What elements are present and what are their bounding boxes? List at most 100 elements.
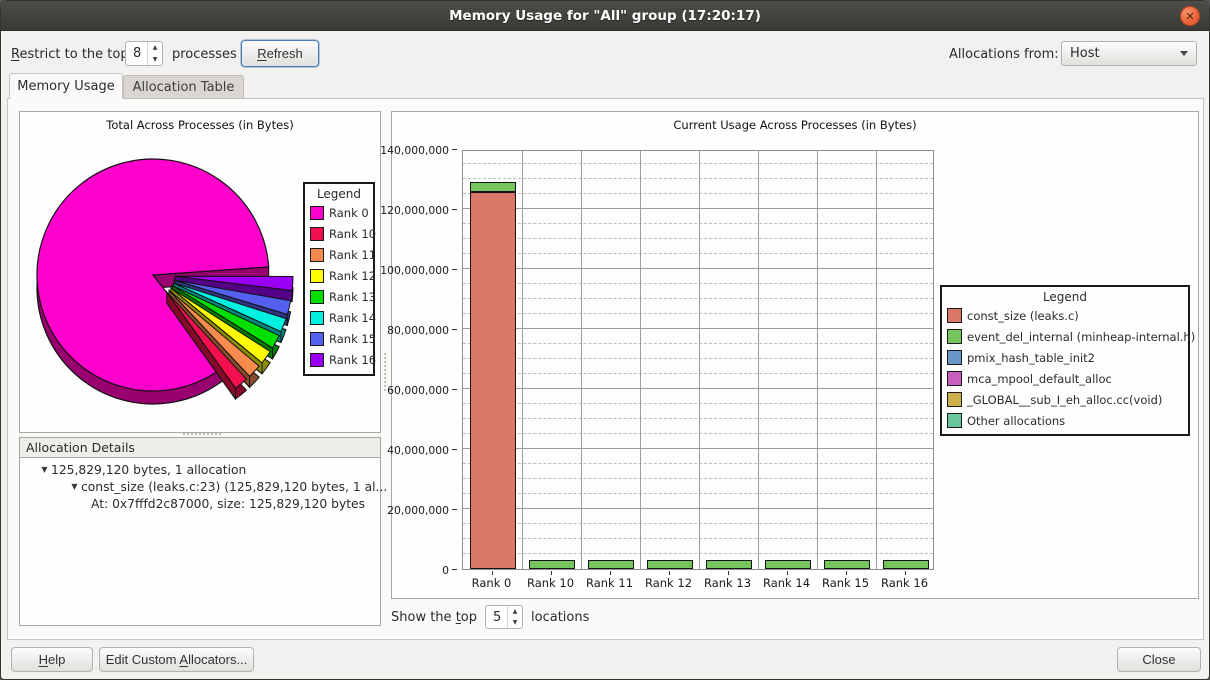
vertical-splitter-handle[interactable] [384,353,386,391]
bar-segment [883,560,929,569]
titlebar[interactable]: Memory Usage for "All" group (17:20:17) … [1,1,1209,31]
tree-row-label: 125,829,120 bytes, 1 allocation [51,463,246,477]
major-gridline [463,448,933,449]
minor-gridline [463,463,933,464]
legend-label: Rank 0 [329,206,369,220]
window-title: Memory Usage for "All" group (17:20:17) [449,8,761,24]
bar-legend: Legend const_size (leaks.c)event_del_int… [940,285,1190,436]
minor-gridline [463,298,933,299]
bar-segment [647,560,693,569]
major-gridline [463,508,933,509]
legend-swatch [947,308,962,323]
legend-label: Rank 10 [329,227,376,241]
spinner-down-button[interactable]: ▼ [508,617,522,628]
legend-item: _GLOBAL__sub_I_eh_alloc.cc(void) [942,389,1188,410]
legend-swatch [947,329,962,344]
bar-segment [470,182,516,192]
x-axis-tick [846,571,847,575]
y-axis-label: 0 [442,564,449,577]
allocations-from-select[interactable]: Host [1061,41,1197,66]
bar-legend-items: const_size (leaks.c)event_del_internal (… [942,305,1188,431]
vertical-gridline [876,151,877,569]
minor-gridline [463,403,933,404]
expander-icon[interactable]: ▼ [38,465,51,474]
locations-label: locations [531,610,589,625]
legend-swatch [947,392,962,407]
minor-gridline [463,493,933,494]
legend-swatch [947,371,962,386]
x-axis-tick [669,571,670,575]
refresh-button[interactable]: Refresh [241,40,319,67]
legend-swatch [310,248,324,262]
tab-memory-usage[interactable]: Memory Usage [9,73,123,99]
legend-swatch [310,311,324,325]
legend-item: Rank 13 [305,286,373,307]
y-axis-label: 20,000,000 [387,504,449,517]
edit-custom-allocators-button[interactable]: Edit Custom Allocators... [99,647,254,672]
top-locations-value: 5 [486,606,507,628]
legend-swatch [310,206,324,220]
bar-chart-panel: Current Usage Across Processes (in Bytes… [391,111,1199,599]
details-tree: ▼125,829,120 bytes, 1 allocation▼const_s… [20,458,380,512]
minor-gridline [463,373,933,374]
close-window-button[interactable]: ✕ [1180,6,1200,26]
tree-row-label: const_size (leaks.c:23) (125,829,120 byt… [81,480,387,494]
major-gridline [463,328,933,329]
y-axis-tick [452,509,457,510]
spinner-up-button[interactable]: ▲ [148,42,162,54]
bar-segment [824,560,870,569]
minor-gridline [463,193,933,194]
x-axis-label: Rank 11 [580,576,639,590]
y-axis-label: 100,000,000 [380,264,449,277]
y-axis-tick [452,209,457,210]
legend-item: const_size (leaks.c) [942,305,1188,326]
legend-swatch [947,413,962,428]
legend-label: event_del_internal (minheap-internal.h) [967,330,1195,344]
tree-row[interactable]: ▼125,829,120 bytes, 1 allocation [20,461,380,478]
show-top-row: Show the top 5 ▲ ▼ locations [391,604,589,630]
tab-allocation-table[interactable]: Allocation Table [123,75,244,98]
bar-plot [462,150,934,570]
minor-gridline [463,253,933,254]
tree-row[interactable]: ▼const_size (leaks.c:23) (125,829,120 by… [20,478,380,495]
x-axis-label: Rank 12 [639,576,698,590]
vertical-gridline [581,151,582,569]
top-locations-spinner[interactable]: 5 ▲ ▼ [485,605,523,629]
y-axis-label: 80,000,000 [387,324,449,337]
x-axis-tick [905,571,906,575]
x-axis-label: Rank 0 [462,576,521,590]
horizontal-splitter-handle[interactable] [183,433,221,435]
y-axis-label: 140,000,000 [380,144,449,157]
legend-item: mca_mpool_default_alloc [942,368,1188,389]
show-top-label: Show the top [391,610,477,625]
bar-segment [706,560,752,569]
expander-icon[interactable]: ▼ [68,482,81,491]
legend-swatch [947,350,962,365]
help-button[interactable]: Help [11,647,93,672]
minor-gridline [463,358,933,359]
y-axis-tick [452,569,457,570]
bar-yaxis: 020,000,00040,000,00060,000,00080,000,00… [392,150,458,570]
close-button[interactable]: Close [1117,647,1201,672]
bar-legend-title: Legend [942,287,1188,305]
legend-label: Rank 13 [329,290,376,304]
x-axis-label: Rank 13 [698,576,757,590]
minor-gridline [463,238,933,239]
x-axis-tick [492,571,493,575]
legend-item: pmix_hash_table_init2 [942,347,1188,368]
vertical-gridline [699,151,700,569]
spinner-up-button[interactable]: ▲ [508,606,522,617]
minor-gridline [463,523,933,524]
restrict-label: Restrict to the top [11,41,129,67]
top-processes-spinner[interactable]: 8 ▲ ▼ [125,41,163,66]
y-axis-label: 120,000,000 [380,204,449,217]
tree-row[interactable]: ▼At: 0x7fffd2c87000, size: 125,829,120 b… [20,495,380,512]
minor-gridline [463,283,933,284]
legend-label: const_size (leaks.c) [967,309,1079,323]
spinner-down-button[interactable]: ▼ [148,54,162,66]
x-axis-label: Rank 16 [875,576,934,590]
major-gridline [463,388,933,389]
allocation-details-panel: Allocation Details ▼125,829,120 bytes, 1… [19,437,381,626]
y-axis-label: 40,000,000 [387,444,449,457]
vertical-gridline [522,151,523,569]
